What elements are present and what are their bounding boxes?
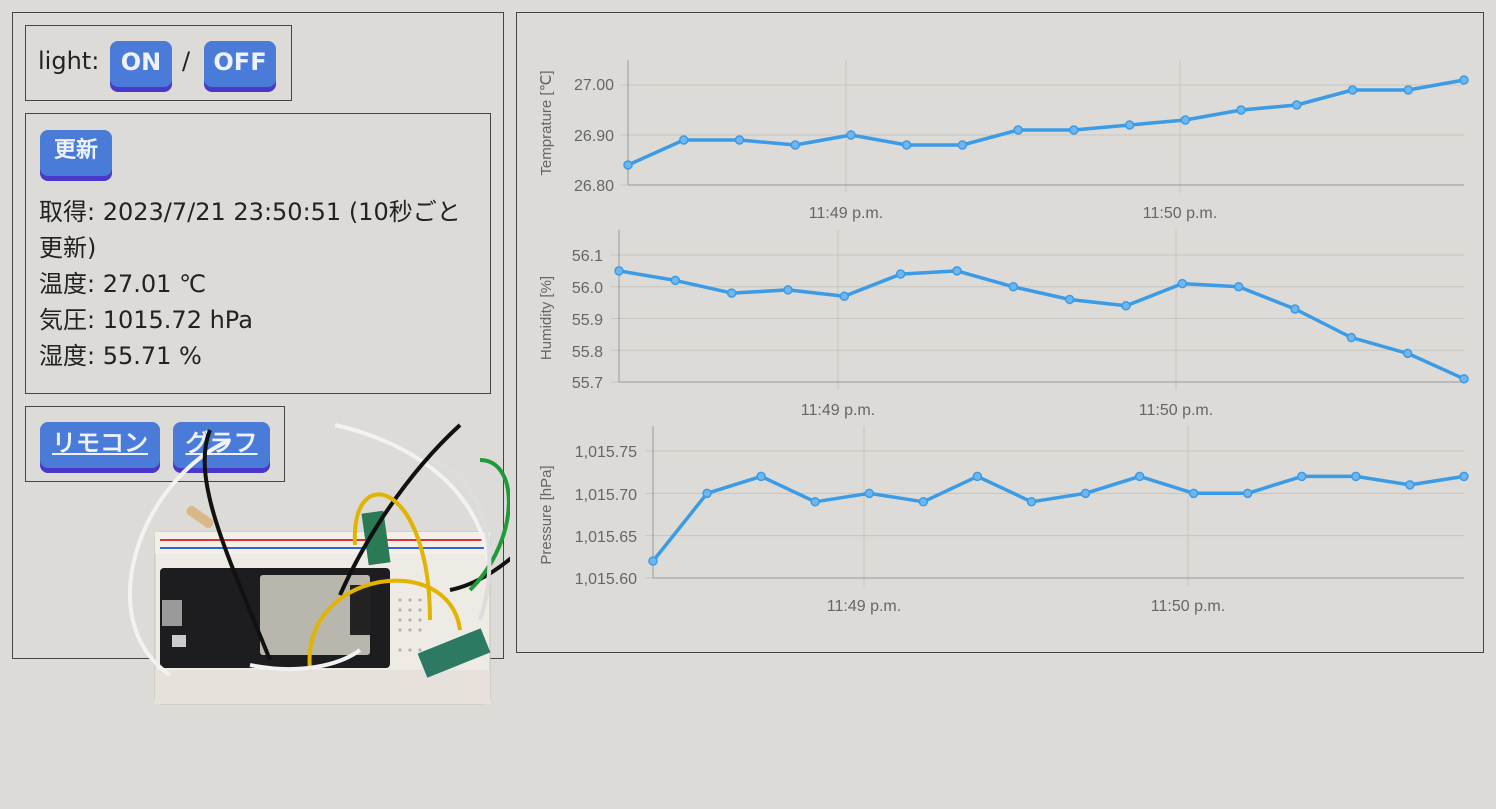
humidity-y-tick: 56.1	[572, 248, 603, 265]
humidity-y-tick: 55.8	[572, 344, 603, 361]
humidity-x-tick: 11:50 p.m.	[1139, 402, 1213, 419]
temperature-x-tick: 11:49 p.m.	[809, 205, 883, 222]
humidity-data-point	[1402, 348, 1413, 359]
humidity-y-tick: 55.7	[572, 375, 603, 392]
pressure-y-tick: 1,015.60	[575, 571, 637, 588]
pressure-reading: 気圧: 1015.72 hPa	[39, 306, 253, 334]
temperature-data-point	[1292, 100, 1302, 110]
humidity-chart: Humidity [%] 56.1 56.0 55.9 55.8 55.7 11…	[538, 248, 1213, 419]
pressure-data-point	[1026, 497, 1037, 507]
light-control-box: light: ON / OFF	[25, 25, 292, 101]
light-off-button[interactable]: OFF	[204, 41, 276, 87]
humidity-data-point	[952, 266, 962, 276]
pressure-y-tick: 1,015.65	[575, 529, 637, 546]
humidity-data-point	[1064, 294, 1075, 305]
pressure-x-tick: 11:50 p.m.	[1151, 598, 1225, 615]
remote-link-button[interactable]: リモコン	[40, 422, 160, 468]
humidity-data-point	[895, 269, 906, 279]
temperature-series-line	[627, 78, 1465, 167]
acquired-time-text: 取得: 2023/7/21 23:50:51 (10秒ごと	[39, 198, 461, 226]
light-separator: /	[182, 47, 191, 75]
temperature-data-point	[1403, 85, 1414, 95]
temperature-data-point	[901, 140, 912, 150]
pressure-y-tick: 1,015.70	[575, 487, 637, 504]
pressure-y-tick: 1,015.75	[575, 444, 637, 461]
humidity-data-point	[1233, 282, 1244, 292]
temperature-data-point	[678, 135, 689, 145]
humidity-plot-area	[611, 230, 1469, 390]
pressure-plot-area	[645, 426, 1469, 586]
pressure-y-axis-title: Pressure [hPa]	[538, 465, 555, 564]
pressure-data-point	[756, 471, 766, 482]
temperature-data-point	[1124, 120, 1135, 130]
charts-panel	[516, 12, 1484, 653]
light-on-button[interactable]: ON	[110, 41, 172, 87]
temperature-data-point	[1236, 105, 1246, 115]
humidity-data-point	[614, 266, 624, 276]
pressure-data-point	[810, 497, 820, 507]
humidity-data-point	[1177, 278, 1188, 289]
temperature-data-point	[1069, 125, 1079, 135]
humidity-y-tick: 55.9	[572, 312, 603, 329]
refresh-button[interactable]: 更新	[40, 130, 112, 176]
pressure-data-point	[918, 497, 929, 507]
pressure-data-point	[1297, 471, 1307, 482]
pressure-data-point	[1134, 471, 1145, 482]
humidity-series-line	[618, 269, 1465, 381]
pressure-data-point	[648, 556, 658, 566]
humidity-data-point	[726, 288, 737, 298]
humidity-data-point	[783, 285, 793, 295]
temperature-y-tick: 26.90	[574, 128, 614, 145]
pressure-data-point	[972, 471, 983, 482]
pressure-data-point	[1080, 488, 1091, 499]
humidity-data-point	[839, 291, 850, 302]
temperature-data-point	[957, 140, 968, 150]
temperature-data-point	[1347, 85, 1358, 95]
temperature-x-tick: 11:50 p.m.	[1143, 205, 1217, 222]
temperature-plot-area	[620, 60, 1469, 193]
humidity-data-point	[1459, 374, 1469, 384]
humidity-data-point	[1121, 301, 1131, 311]
acquired-time-text-cont: 更新)	[39, 234, 97, 262]
temperature-data-point	[790, 140, 800, 150]
pressure-series-line	[651, 474, 1465, 563]
temperature-y-tick: 26.80	[574, 178, 614, 195]
humidity-data-point	[670, 275, 681, 286]
temperature-y-tick: 27.00	[574, 77, 614, 94]
temperature-y-axis-title: Temprature [℃]	[538, 70, 555, 175]
pressure-data-point	[702, 488, 712, 499]
pressure-data-point	[864, 488, 875, 499]
humidity-data-point	[1008, 282, 1019, 292]
sensor-status-box: 更新 取得: 2023/7/21 23:50:51 (10秒ごと 更新) 温度:…	[25, 113, 491, 394]
humidity-reading: 湿度: 55.71 %	[39, 342, 202, 370]
humidity-data-point	[1346, 332, 1357, 343]
humidity-y-tick: 56.0	[572, 280, 603, 297]
light-label: light:	[38, 47, 100, 75]
temperature-reading: 温度: 27.01 ℃	[39, 270, 207, 298]
pressure-data-point	[1188, 488, 1199, 499]
pressure-data-point	[1242, 488, 1253, 499]
humidity-x-tick: 11:49 p.m.	[801, 402, 875, 419]
temperature-data-point	[734, 135, 745, 145]
temperature-data-point	[1180, 115, 1191, 125]
humidity-y-axis-title: Humidity [%]	[538, 276, 555, 360]
temperature-data-point	[1013, 125, 1023, 135]
temperature-data-point	[623, 160, 633, 170]
pressure-data-point	[1459, 471, 1469, 482]
temperature-chart: Temprature [℃] 27.00 26.90 26.80 11:49 p…	[538, 70, 1217, 222]
pressure-chart: Pressure [hPa] 1,015.75 1,015.70 1,015.6…	[538, 444, 1225, 615]
humidity-data-point	[1290, 304, 1300, 314]
pressure-x-tick: 11:49 p.m.	[827, 598, 901, 615]
pressure-data-point	[1405, 480, 1415, 490]
temperature-data-point	[1459, 75, 1469, 85]
temperature-data-point	[846, 130, 856, 140]
breadboard-photo	[128, 423, 510, 705]
links-box: リモコン グラフ	[25, 406, 285, 482]
pressure-data-point	[1351, 471, 1361, 482]
